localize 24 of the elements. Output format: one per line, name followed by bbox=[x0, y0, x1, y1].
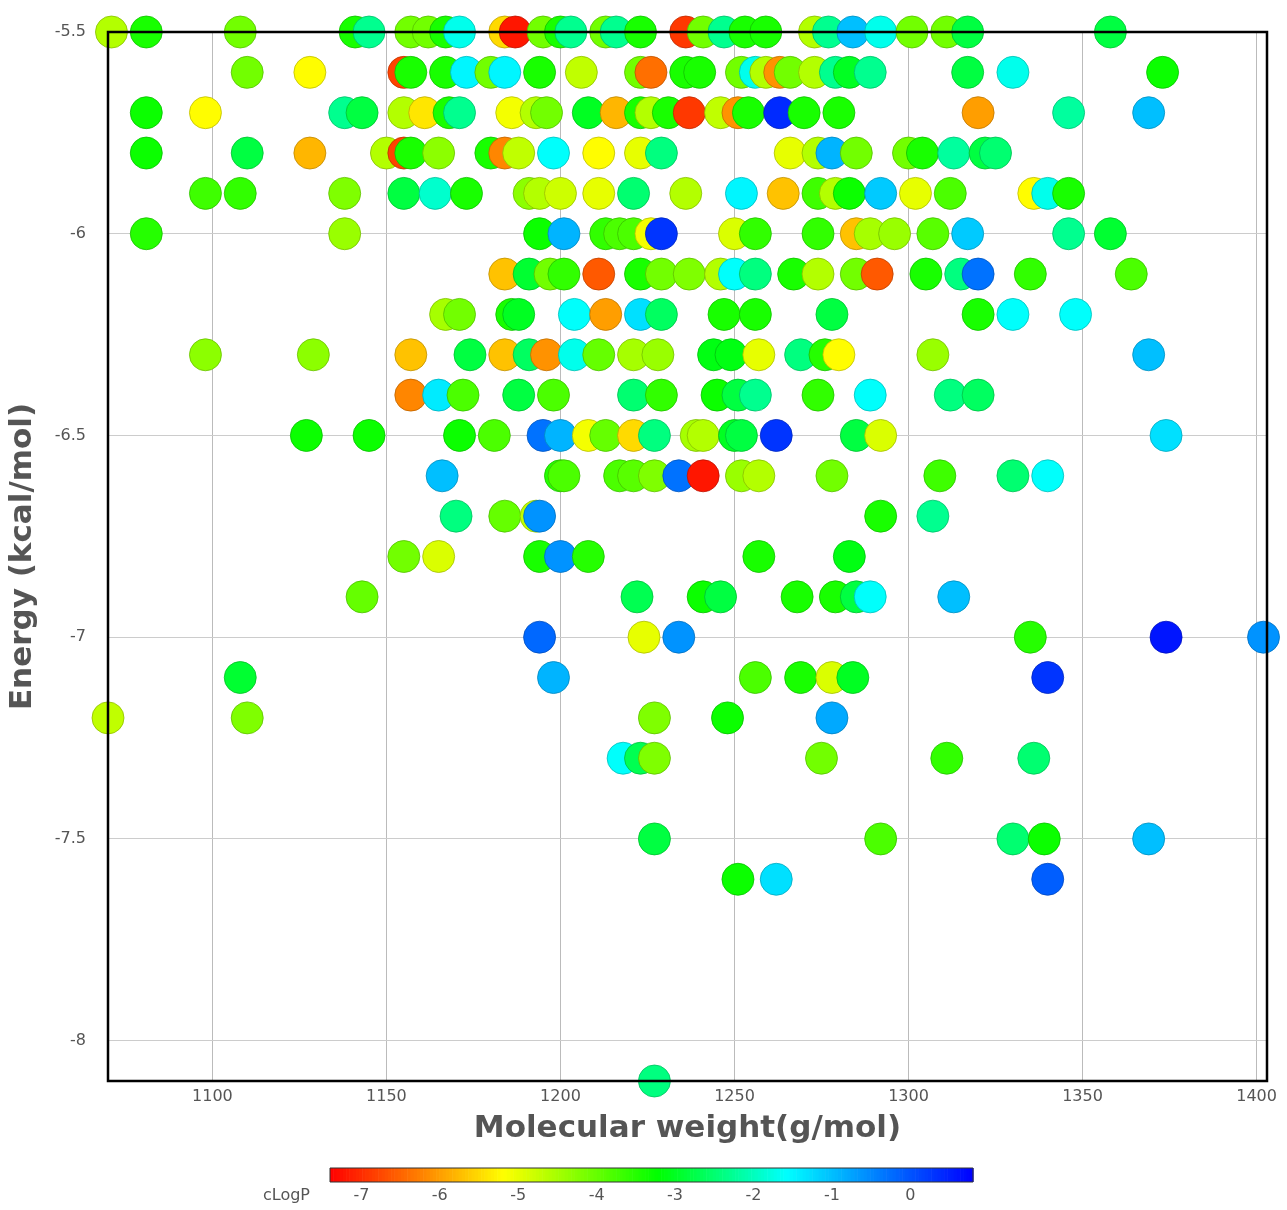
color-bar-label: -3 bbox=[667, 1185, 683, 1205]
y-tick-label: -6 bbox=[70, 222, 86, 242]
color-bar-label: 0 bbox=[905, 1185, 916, 1205]
x-tick-label: 1100 bbox=[192, 1085, 233, 1105]
y-axis-title: Energy (kcal/mol) bbox=[1, 402, 38, 711]
color-bar-label: -5 bbox=[510, 1185, 527, 1205]
y-tick-label: -7 bbox=[70, 626, 86, 646]
color-bar-label: -2 bbox=[745, 1185, 762, 1205]
x-tick-label: 1200 bbox=[540, 1085, 581, 1105]
x-axis-title: Molecular weight(g/mol) bbox=[473, 1108, 902, 1145]
color-bar-label: -1 bbox=[823, 1185, 840, 1205]
color-bar-title: cLogP bbox=[262, 1185, 311, 1205]
x-tick-label: 1150 bbox=[366, 1085, 407, 1105]
y-tick-label: -8 bbox=[70, 1029, 86, 1049]
y-tick-label: -7.5 bbox=[54, 828, 86, 848]
y-tick-label: -5.5 bbox=[54, 21, 86, 41]
y-tick-label: -6.5 bbox=[54, 424, 86, 444]
x-tick-label: 1350 bbox=[1062, 1085, 1103, 1105]
color-bar-label: -7 bbox=[353, 1185, 370, 1205]
x-tick-label: 1250 bbox=[714, 1085, 755, 1105]
color-bar-label: -4 bbox=[588, 1185, 605, 1205]
x-tick-label: 1400 bbox=[1236, 1085, 1277, 1105]
color-bar-label: -6 bbox=[431, 1185, 448, 1205]
x-tick-label: 1300 bbox=[888, 1085, 929, 1105]
